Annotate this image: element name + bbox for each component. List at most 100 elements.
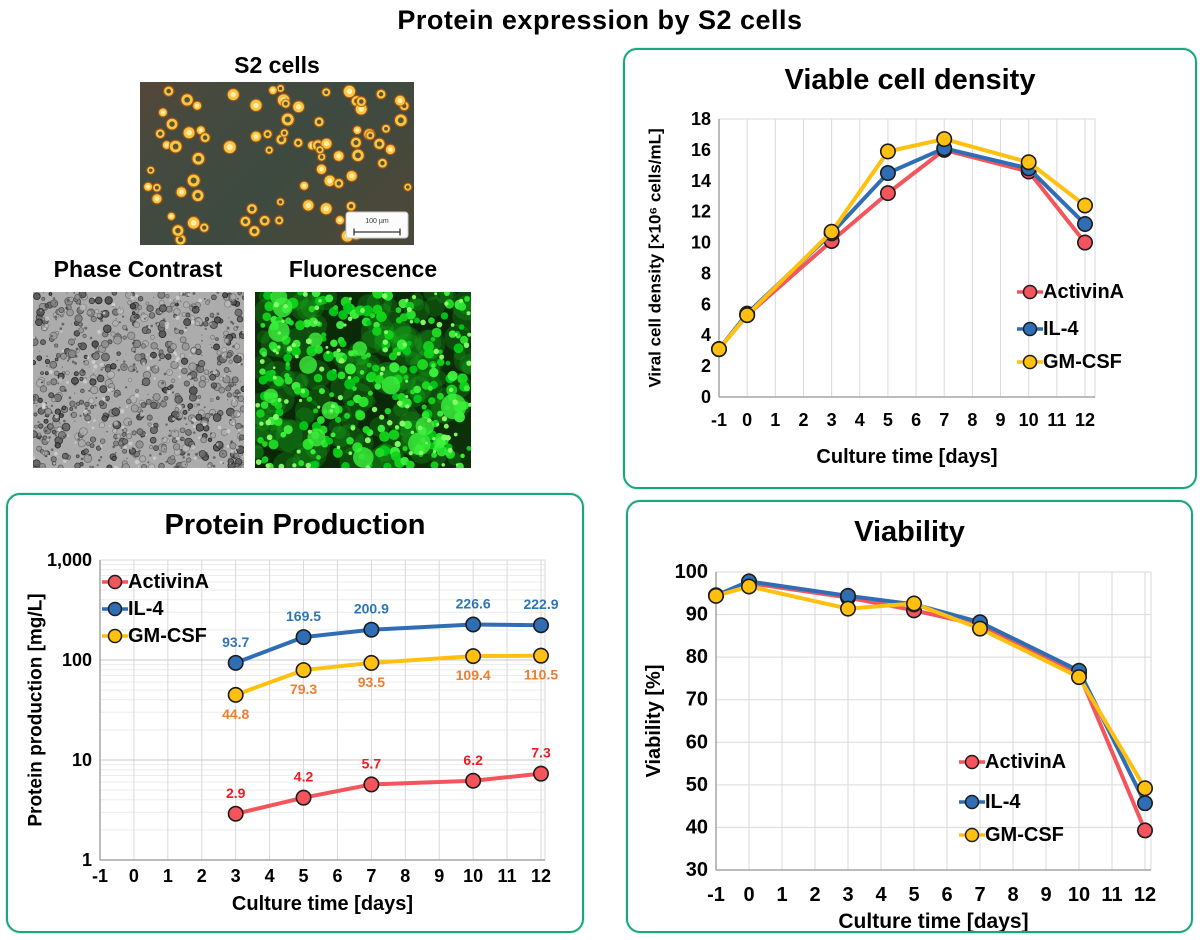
svg-text:8: 8 xyxy=(400,866,410,886)
svg-text:79.3: 79.3 xyxy=(290,681,317,697)
svg-text:5: 5 xyxy=(908,884,919,906)
s2-cells xyxy=(142,83,413,245)
viable-cell-density-title: Viable cell density xyxy=(784,64,1036,96)
svg-text:1: 1 xyxy=(163,866,173,886)
svg-text:3: 3 xyxy=(231,866,241,886)
data-point xyxy=(1076,234,1093,251)
svg-text:7.3: 7.3 xyxy=(531,745,551,761)
data-point xyxy=(1076,197,1093,214)
svg-text:100: 100 xyxy=(62,650,92,670)
svg-text:6: 6 xyxy=(911,410,921,430)
viability-title: Viability xyxy=(854,516,965,548)
data-labels-IL-4: 93.7 169.5 200.9 226.6 222.9 xyxy=(222,595,559,649)
data-point xyxy=(1070,669,1087,686)
data-point xyxy=(295,629,312,646)
data-point xyxy=(1020,154,1037,171)
svg-text:3: 3 xyxy=(842,884,853,906)
svg-text:4: 4 xyxy=(855,410,865,430)
data-point xyxy=(936,131,953,148)
legend-label-IL-4: IL-4 xyxy=(985,791,1021,813)
svg-text:9: 9 xyxy=(996,410,1006,430)
protein-production-title: Protein Production xyxy=(164,509,426,541)
svg-text:4: 4 xyxy=(875,884,887,906)
svg-text:2: 2 xyxy=(809,884,820,906)
series-GM-CSF xyxy=(227,647,549,703)
data-point xyxy=(532,617,549,634)
data-point xyxy=(708,587,725,604)
axes xyxy=(99,560,545,861)
y-axis-title: Viral cell density [×10⁶ cells/mL] xyxy=(646,128,665,387)
svg-text:4: 4 xyxy=(701,325,711,345)
svg-text:222.9: 222.9 xyxy=(523,596,558,612)
data-point xyxy=(465,616,482,633)
svg-text:2: 2 xyxy=(798,410,808,430)
svg-text:10: 10 xyxy=(72,750,92,770)
svg-text:70: 70 xyxy=(686,689,708,711)
data-point xyxy=(739,307,756,324)
svg-text:0: 0 xyxy=(743,884,754,906)
svg-text:0: 0 xyxy=(701,387,711,407)
axes xyxy=(715,572,1151,871)
svg-text:60: 60 xyxy=(686,731,708,753)
data-point xyxy=(295,789,312,806)
legend-label-GM-CSF: GM-CSF xyxy=(985,824,1064,846)
svg-text:0: 0 xyxy=(129,866,139,886)
data-labels-ActivinA: 2.9 4.2 5.7 6.2 7.3 xyxy=(226,745,551,801)
legend-label-GM-CSF: GM-CSF xyxy=(1043,351,1122,373)
svg-text:93.7: 93.7 xyxy=(222,634,249,650)
svg-text:110.5: 110.5 xyxy=(524,667,558,683)
svg-text:14: 14 xyxy=(691,171,711,191)
svg-text:1,000: 1,000 xyxy=(47,550,92,570)
svg-text:7: 7 xyxy=(974,884,985,906)
svg-text:93.5: 93.5 xyxy=(358,674,385,690)
phase-cells xyxy=(33,292,244,468)
data-point xyxy=(971,620,988,637)
svg-text:8: 8 xyxy=(701,263,711,283)
svg-text:40: 40 xyxy=(686,816,708,838)
scale-bar-label: 100 µm xyxy=(365,218,389,225)
data-point xyxy=(840,600,857,617)
scale-bar: 100 µm xyxy=(345,211,409,239)
data-point xyxy=(1136,780,1153,797)
data-point xyxy=(227,654,244,671)
data-point xyxy=(363,621,380,638)
svg-text:5: 5 xyxy=(299,866,309,886)
svg-text:226.6: 226.6 xyxy=(456,595,491,611)
svg-text:8: 8 xyxy=(1007,884,1018,906)
svg-text:30: 30 xyxy=(686,859,708,881)
gridlines xyxy=(99,559,546,861)
svg-text:1: 1 xyxy=(82,850,92,870)
data-labels-GM-CSF: 44.8 79.3 93.5 109.4 110.5 xyxy=(222,667,558,722)
data-point xyxy=(227,686,244,703)
legend: ActivinA IL-4 GM-CSF xyxy=(1017,281,1124,373)
legend: ActivinA IL-4 GM-CSF xyxy=(959,751,1066,846)
svg-text:11: 11 xyxy=(1101,884,1122,906)
svg-text:12: 12 xyxy=(531,866,551,886)
svg-text:3: 3 xyxy=(827,410,837,430)
svg-text:0: 0 xyxy=(742,410,752,430)
svg-text:10: 10 xyxy=(1068,884,1090,906)
legend-label-ActivinA: ActivinA xyxy=(128,571,209,593)
series-GM-CSF xyxy=(711,131,1093,358)
svg-text:1: 1 xyxy=(770,410,780,430)
svg-text:200.9: 200.9 xyxy=(354,601,389,617)
svg-text:16: 16 xyxy=(691,140,711,160)
svg-text:50: 50 xyxy=(686,774,708,796)
legend-label-ActivinA: ActivinA xyxy=(985,751,1066,773)
x-axis-title: Culture time [days] xyxy=(838,910,1028,931)
s2-cells-label: S2 cells xyxy=(234,52,320,78)
data-point xyxy=(905,595,922,612)
data-point xyxy=(532,647,549,664)
svg-text:12: 12 xyxy=(1075,410,1095,430)
svg-text:2: 2 xyxy=(701,356,711,376)
legend-label-IL-4: IL-4 xyxy=(128,598,164,620)
data-point xyxy=(879,185,896,202)
data-point xyxy=(227,805,244,822)
svg-text:6: 6 xyxy=(941,884,952,906)
fluorescence-label: Fluorescence xyxy=(288,256,438,282)
data-point xyxy=(741,578,758,595)
series-ActivinA xyxy=(708,575,1153,839)
svg-text:5: 5 xyxy=(883,410,893,430)
